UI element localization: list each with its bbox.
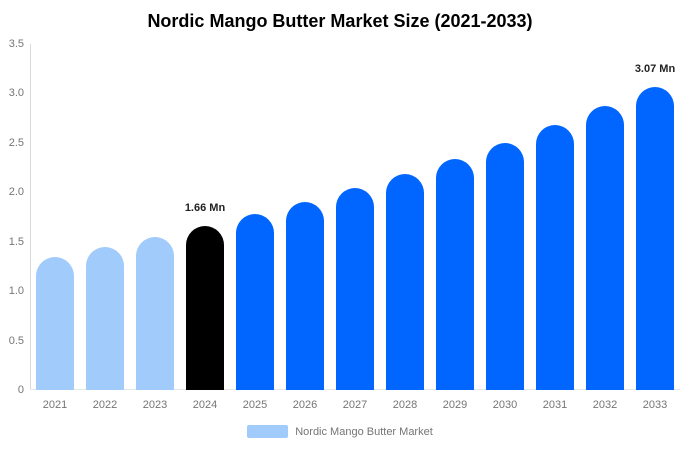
y-tick-label: 2.5 [8,136,24,149]
y-tick-label: 3.0 [8,87,24,100]
x-tick-label-2031: 2031 [542,399,568,411]
bar-2033[interactable] [636,86,674,390]
y-tick-label: 3.5 [8,38,24,50]
bar-2022[interactable] [86,246,124,390]
bar-2032[interactable] [586,106,624,390]
y-tick-label: 0.5 [8,334,24,347]
y-tick-label: 2.0 [8,186,24,199]
x-tick-label-2024: 2024 [192,399,218,411]
x-tick-label-2032: 2032 [592,399,618,411]
x-tick-label-2025: 2025 [242,399,268,411]
bar-2027[interactable] [336,188,374,390]
bar-2023[interactable] [136,236,174,390]
x-tick-label-2027: 2027 [342,399,368,411]
bar-2029[interactable] [436,158,474,390]
x-tick-label-2033: 2033 [642,399,668,411]
bar-2021[interactable] [36,256,74,390]
x-tick-label-2023: 2023 [142,399,168,411]
x-tick-label-2022: 2022 [92,399,118,411]
bar-2028[interactable] [386,174,424,390]
legend-swatch [247,425,289,438]
y-axis-line [30,44,31,390]
x-tick-label-2026: 2026 [292,399,318,411]
bar-2026[interactable] [286,202,324,390]
chart-title: Nordic Mango Butter Market Size (2021-20… [147,11,533,31]
bar-2031[interactable] [536,125,574,390]
legend-label: Nordic Mango Butter Market [295,425,433,438]
bar-value-label-2024: 1.66 Mn [184,201,226,214]
x-tick-label-2021: 2021 [42,399,68,411]
x-tick-label-2028: 2028 [392,399,418,411]
bar-value-label-2033: 3.07 Mn [634,62,676,75]
bar-2030[interactable] [486,142,524,390]
y-tick-label: 1.5 [8,235,24,248]
bar-2025[interactable] [236,214,274,390]
y-tick-label: 0 [17,384,24,396]
x-tick-label-2029: 2029 [442,399,468,411]
legend[interactable]: Nordic Mango Butter Market [0,425,680,438]
bar-2024[interactable] [186,225,224,390]
y-tick-label: 1.0 [8,285,24,298]
x-tick-label-2030: 2030 [492,399,518,411]
